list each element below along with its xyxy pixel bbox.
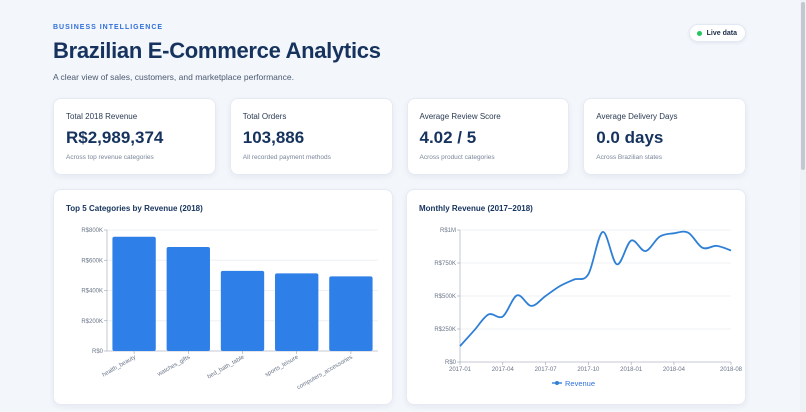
- bar: [166, 246, 210, 351]
- y-tick-label: R$500K: [434, 294, 456, 300]
- x-tick-label: 2018-08: [720, 367, 743, 373]
- kpi-label: Total 2018 Revenue: [66, 112, 138, 121]
- kpi-note: Across Brazilian states: [596, 154, 662, 161]
- kpi-row: Total 2018 Revenue R$2,989,374 Across to…: [53, 98, 746, 175]
- live-data-badge: Live data: [688, 24, 746, 42]
- y-tick-label: R$800K: [81, 228, 103, 234]
- y-tick-label: R$0: [92, 349, 104, 355]
- x-tick-label: 2017-04: [492, 367, 515, 373]
- live-status-dot-icon: [696, 30, 702, 36]
- x-tick-label: 2017-07: [535, 367, 558, 373]
- x-tick-label: 2017-01: [449, 367, 472, 373]
- live-data-label: Live data: [706, 29, 737, 37]
- kpi-card-review-score: Average Review Score 4.02 / 5 Across pro…: [406, 98, 570, 175]
- bar: [220, 270, 265, 351]
- x-tick-label: 2017-10: [577, 367, 600, 373]
- y-tick-label: R$600K: [81, 258, 103, 264]
- page-subtitle: A clear view of sales, customers, and ma…: [53, 72, 294, 82]
- x-tick-label: computers_accessories: [296, 355, 354, 392]
- x-tick-label: 2018-04: [663, 367, 686, 373]
- kpi-label: Average Delivery Days: [596, 112, 678, 121]
- page-title: Brazilian E-Commerce Analytics: [53, 38, 381, 63]
- x-tick-label: watches_gifts: [156, 355, 191, 379]
- kpi-value: 4.02 / 5: [419, 128, 477, 147]
- line-chart-title: Monthly Revenue (2017–2018): [419, 204, 533, 213]
- kpi-card-orders: Total Orders 103,886 All recorded paymen…: [229, 98, 393, 175]
- y-tick-label: R$750K: [434, 261, 456, 267]
- kpi-value: R$2,989,374: [66, 128, 164, 147]
- bar-chart-title: Top 5 Categories by Revenue (2018): [66, 204, 203, 213]
- x-tick-label: sports_leisure: [264, 354, 300, 378]
- x-tick-label: health_beauty: [101, 355, 137, 379]
- y-tick-label: R$0: [445, 360, 457, 366]
- y-tick-label: R$200K: [81, 319, 103, 325]
- kpi-note: Across product categories: [419, 154, 495, 161]
- x-tick-label: bed_bath_table: [207, 354, 246, 380]
- legend-marker-icon: [555, 381, 559, 385]
- y-tick-label: R$250K: [434, 327, 456, 333]
- bar-chart: R$0 R$200K R$400K R$600K R$800K health_beauty…: [81, 228, 378, 392]
- scrollbar-thumb[interactable]: [801, 2, 805, 170]
- line-chart-panel: Monthly Revenue (2017–2018) R$0 R$250K R$5…: [406, 189, 746, 405]
- kpi-card-delivery-days: Average Delivery Days 0.0 days Across Br…: [583, 98, 746, 175]
- page-scrollbar[interactable]: [800, 0, 806, 412]
- y-tick-label: R$1M: [440, 228, 456, 234]
- bar: [275, 273, 319, 351]
- y-tick-label: R$400K: [81, 289, 103, 295]
- legend-label: Revenue: [565, 379, 595, 388]
- kpi-label: Average Review Score: [419, 112, 501, 121]
- kpi-note: All recorded payment methods: [242, 154, 331, 161]
- eyebrow-label: BUSINESS INTELLIGENCE: [53, 24, 164, 31]
- x-tick-label: 2018-01: [620, 367, 643, 373]
- kpi-note: Across top revenue categories: [66, 154, 154, 161]
- kpi-value: 103,886: [242, 128, 305, 147]
- bar: [112, 236, 156, 351]
- bar: [329, 276, 373, 351]
- kpi-card-revenue: Total 2018 Revenue R$2,989,374 Across to…: [53, 98, 216, 175]
- revenue-series-line: [459, 230, 732, 347]
- kpi-value: 0.0 days: [596, 128, 664, 147]
- bar-chart-panel: Top 5 Categories by Revenue (2018) R$0 R$…: [53, 189, 393, 405]
- line-chart: R$0 R$250K R$500K R$750K R$1M 2017-01 2017-04 2…: [434, 228, 743, 388]
- kpi-label: Total Orders: [242, 112, 287, 121]
